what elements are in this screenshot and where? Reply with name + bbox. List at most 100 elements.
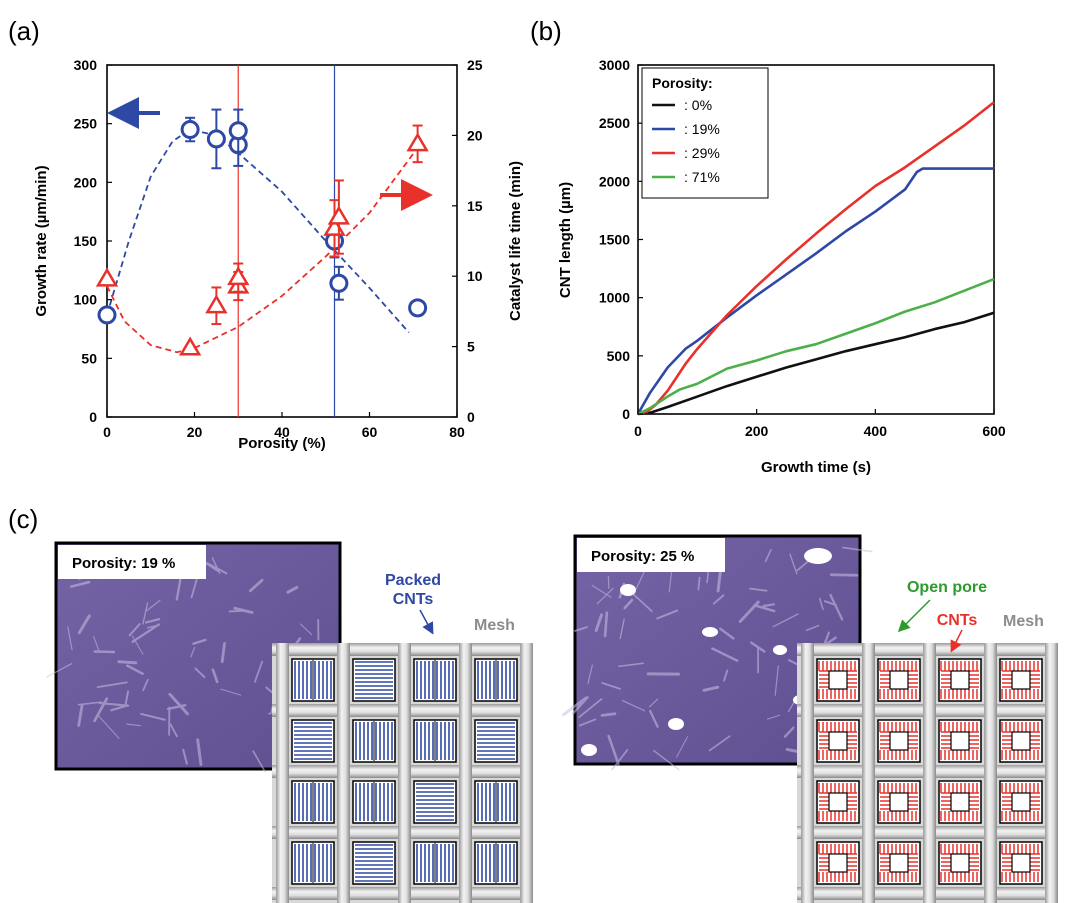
growth-rate-point xyxy=(228,121,248,141)
mesh-opening xyxy=(816,719,860,763)
mesh-diagram-packed xyxy=(272,643,533,903)
mesh-opening xyxy=(999,780,1043,824)
pore-highlight xyxy=(702,627,718,637)
x-tick-label-a: 60 xyxy=(362,424,378,440)
y2-tick-label-a: 15 xyxy=(467,198,483,214)
y-tick-label-b: 500 xyxy=(607,348,631,364)
y-tick-label-a: 150 xyxy=(74,233,98,249)
panel-label-b: (b) xyxy=(530,16,562,46)
y-tick-label-b: 1500 xyxy=(599,232,630,248)
growth-rate-point xyxy=(206,129,226,149)
x-tick-label-b: 600 xyxy=(982,423,1006,439)
legend-entry: : 29% xyxy=(684,145,720,161)
x-tick-label-a: 20 xyxy=(187,424,203,440)
mesh-opening xyxy=(938,658,982,702)
callout-cnts-right: CNTs xyxy=(937,612,978,629)
mesh-opening xyxy=(474,841,518,885)
catalyst-life-point xyxy=(178,336,202,356)
mesh-opening xyxy=(877,841,921,885)
pore-highlight xyxy=(581,744,597,756)
y-tick-label-b: 3000 xyxy=(599,57,630,73)
y2-axis-label-a: Catalyst life time (min) xyxy=(507,161,524,321)
y-tick-label-a: 50 xyxy=(81,350,97,366)
x-axis-label-a: Porosity (%) xyxy=(238,435,326,452)
legend-title: Porosity: xyxy=(652,75,713,91)
series-line-1 xyxy=(636,167,994,415)
y-axis-label-b: CNT length (µm) xyxy=(557,182,574,298)
pore-highlight xyxy=(668,718,684,730)
callout-arrow-open-pore xyxy=(897,599,931,633)
y2-tick-label-a: 0 xyxy=(467,409,475,425)
x-tick-label-a: 80 xyxy=(449,424,465,440)
y-tick-label-a: 100 xyxy=(74,292,98,308)
callout-cnts-left: CNTs xyxy=(393,591,434,608)
x-tick-label-b: 0 xyxy=(634,423,642,439)
y2-tick-label-a: 20 xyxy=(467,127,483,143)
porosity-label-25: Porosity: 25 % xyxy=(591,548,694,565)
y-tick-label-b: 2500 xyxy=(599,115,630,131)
pore-highlight xyxy=(620,584,636,596)
legend-b: Porosity: : 0%: 19%: 29%: 71% xyxy=(641,67,769,199)
mesh-opening xyxy=(413,841,457,885)
y-tick-label-b: 0 xyxy=(622,406,630,422)
mesh-opening xyxy=(938,719,982,763)
catalyst-life-point xyxy=(227,266,250,286)
catalyst-life-point xyxy=(95,267,119,287)
mesh-opening xyxy=(474,719,518,763)
growth-rate-point xyxy=(329,273,349,293)
catalyst-life-point xyxy=(327,205,351,225)
trend-line-0 xyxy=(106,128,410,334)
y2-tick-label-a: 10 xyxy=(467,268,483,284)
mesh-opening xyxy=(938,841,982,885)
callout-packed: Packed xyxy=(385,572,441,589)
mesh-opening xyxy=(816,658,860,702)
y2-tick-label-a: 25 xyxy=(467,57,483,73)
trend-line-1 xyxy=(106,153,414,354)
y-tick-label-b: 2000 xyxy=(599,173,630,189)
y-tick-label-a: 200 xyxy=(74,174,98,190)
panel-c-right: Porosity: 25 % Open pore CNTs Mesh xyxy=(562,534,1058,903)
x-tick-label-b: 400 xyxy=(864,423,888,439)
porosity-label-19: Porosity: 19 % xyxy=(72,555,175,572)
mesh-opening xyxy=(413,719,457,763)
mesh-opening xyxy=(816,841,860,885)
mesh-opening xyxy=(474,780,518,824)
x-tick-label-a: 40 xyxy=(274,424,290,440)
mesh-opening xyxy=(413,780,457,824)
y-tick-label-a: 0 xyxy=(89,409,97,425)
mesh-diagram-open-pore xyxy=(797,643,1058,903)
mesh-opening xyxy=(999,658,1043,702)
y-tick-label-b: 1000 xyxy=(599,290,630,306)
panel-c-left: Porosity: 19 % Packed CNTs Mesh xyxy=(45,541,533,903)
x-tick-label-a: 0 xyxy=(103,424,111,440)
pore-highlight xyxy=(773,645,787,655)
mesh-opening xyxy=(291,841,335,885)
pore-highlight xyxy=(804,548,832,564)
mesh-opening xyxy=(352,841,396,885)
mesh-opening xyxy=(999,841,1043,885)
mesh-opening xyxy=(816,780,860,824)
mesh-opening xyxy=(877,658,921,702)
mesh-opening xyxy=(291,719,335,763)
mesh-opening xyxy=(413,658,457,702)
mesh-opening xyxy=(474,658,518,702)
callout-arrow-left xyxy=(419,609,434,635)
mesh-opening xyxy=(999,719,1043,763)
mesh-opening xyxy=(877,780,921,824)
mesh-opening xyxy=(291,658,335,702)
legend-entry: : 0% xyxy=(684,97,712,113)
callout-open-pore: Open pore xyxy=(907,579,987,596)
y2-tick-label-a: 5 xyxy=(467,339,475,355)
series-line-0 xyxy=(637,311,995,416)
panel-label-c: (c) xyxy=(8,504,38,534)
y-axis-label-a: Growth rate (µm/min) xyxy=(33,165,50,316)
mesh-opening xyxy=(938,780,982,824)
mesh-opening xyxy=(877,719,921,763)
catalyst-life-point xyxy=(406,132,429,152)
catalyst-life-point xyxy=(205,294,228,314)
panel-label-a: (a) xyxy=(8,16,40,46)
growth-rate-point xyxy=(180,120,200,140)
growth-rate-point xyxy=(97,305,117,325)
